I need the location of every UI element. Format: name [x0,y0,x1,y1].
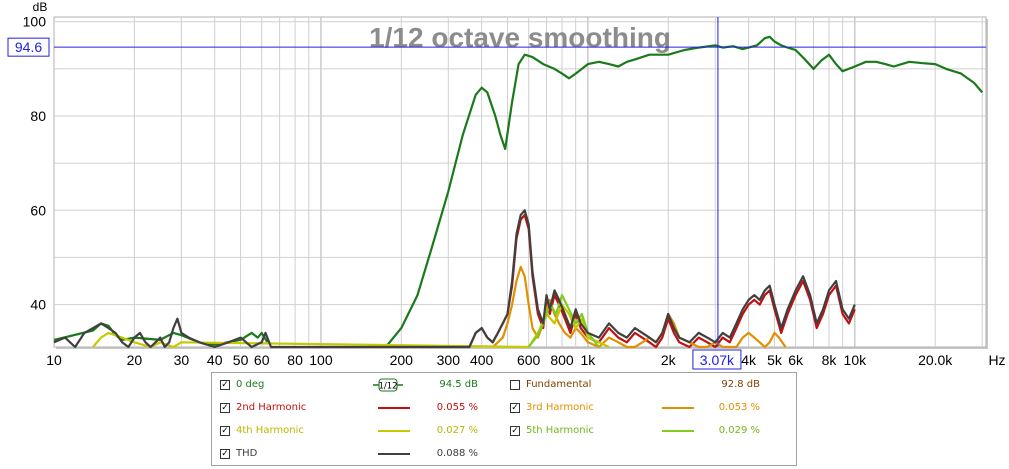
smoothing-badge-label: 1/12 [378,382,397,392]
x-tick-label: 100 [309,352,333,368]
x-tick-label: 1k [580,352,596,368]
legend-line-thd [378,453,410,455]
series-line-0-deg-0 [53,322,269,346]
legend-label-thd: THD [236,448,258,459]
cursor-level-label: 94.6 [15,39,42,55]
x-tick-label: 60 [254,352,270,368]
legend-checkbox-thd[interactable]: ✓ [220,449,230,459]
legend-value-thd: 0.088 % [436,448,478,459]
x-tick-label: 5k [767,352,783,368]
legend-label-4th-harmonic: 4th Harmonic [236,425,304,436]
legend-item-4th-harmonic[interactable]: ✓ 4th Harmonic 0.027 % [220,423,500,439]
series-line-2nd-harmonic-2 [468,213,856,349]
legend-label-2nd-harmonic: 2nd Harmonic [236,402,307,413]
legend-label-3rd-harmonic: 3rd Harmonic [526,402,594,413]
x-tick-label: 50 [233,352,249,368]
legend-line-5th-harmonic [662,430,694,432]
x-tick-label: 600 [517,352,541,368]
legend-label-fundamental: Fundamental [526,379,592,390]
series-line-0-deg-1 [384,35,984,348]
x-tick-label: 300 [437,352,461,368]
y-tick-label: 80 [30,108,46,124]
legend-item-5th-harmonic[interactable]: ✓ 5th Harmonic 0.029 % [510,423,790,439]
legend-line-3rd-harmonic [662,407,694,409]
legend-line-4th-harmonic [378,430,410,432]
series-line-thd-6 [53,209,856,349]
legend-checkbox-fundamental[interactable] [510,380,520,390]
x-axis-label: Hz [988,352,1005,368]
cursor-freq-box [692,349,742,370]
x-tick-label: 4k [741,352,757,368]
legend-value-0deg: 94.5 dB [439,379,478,390]
legend-label-0deg: 0 deg [236,379,265,390]
y-tick-label: 40 [30,297,46,313]
x-tick-label: 20.0k [918,352,953,368]
grid-lines [53,17,986,347]
series-line-5th-harmonic-5 [527,294,600,348]
y-axis-label: dB [33,0,48,14]
legend-line-2nd-harmonic [378,407,410,409]
smoothing-badge-icon[interactable]: 1/12 [373,378,403,392]
legend-checkbox-0deg[interactable]: ✓ [220,380,230,390]
x-tick-label: 80 [287,352,303,368]
legend-checkbox-2nd-harmonic[interactable]: ✓ [220,403,230,413]
y-tick-label: 60 [30,202,46,218]
x-tick-label: 400 [470,352,494,368]
plot-area [53,16,987,348]
cursor-freq-label: 3.07k [700,352,735,368]
legend-value-2nd-harmonic: 0.055 % [436,402,478,413]
legend-item-thd[interactable]: ✓ THD 0.088 % [220,446,500,462]
legend-item-3rd-harmonic[interactable]: ✓ 3rd Harmonic 0.053 % [510,400,790,416]
x-tick-label: 10k [844,352,868,368]
legend-checkbox-5th-harmonic[interactable]: ✓ [510,426,520,436]
x-tick-label: 200 [390,352,414,368]
x-tick-label: 8k [822,352,838,368]
x-tick-label: 2k [661,352,677,368]
x-tick-label: 6k [788,352,804,368]
legend-checkbox-3rd-harmonic[interactable]: ✓ [510,403,520,413]
legend-item-0deg[interactable]: ✓ 0 deg 1/12 94.5 dB [220,377,500,393]
x-tick-label: 10 [46,352,62,368]
cursor-level-box [7,37,50,57]
legend-panel: ✓ 0 deg 1/12 94.5 dB Fundamental 92.8 dB… [211,372,797,466]
frequency-response-chart[interactable]: 1/12 octave smoothing dB 40 60 80 100 94.6 10 20… [0,0,1009,372]
x-tick-label: 800 [550,352,574,368]
legend-item-2nd-harmonic[interactable]: ✓ 2nd Harmonic 0.055 % [220,400,500,416]
legend-value-4th-harmonic: 0.027 % [436,425,478,436]
legend-item-fundamental[interactable]: Fundamental 92.8 dB [510,377,790,393]
legend-checkbox-4th-harmonic[interactable]: ✓ [220,426,230,436]
legend-label-5th-harmonic: 5th Harmonic [526,425,594,436]
series-line-3rd-harmonic-3 [491,265,787,349]
x-tick-label: 40 [207,352,223,368]
legend-value-fundamental: 92.8 dB [721,379,760,390]
legend-value-3rd-harmonic: 0.053 % [718,402,760,413]
x-tick-label: 30 [174,352,190,368]
chart-title: 1/12 octave smoothing [369,22,671,53]
legend-value-5th-harmonic: 0.029 % [718,425,760,436]
x-tick-label: 20 [127,352,143,368]
y-tick-label: 100 [23,14,47,30]
